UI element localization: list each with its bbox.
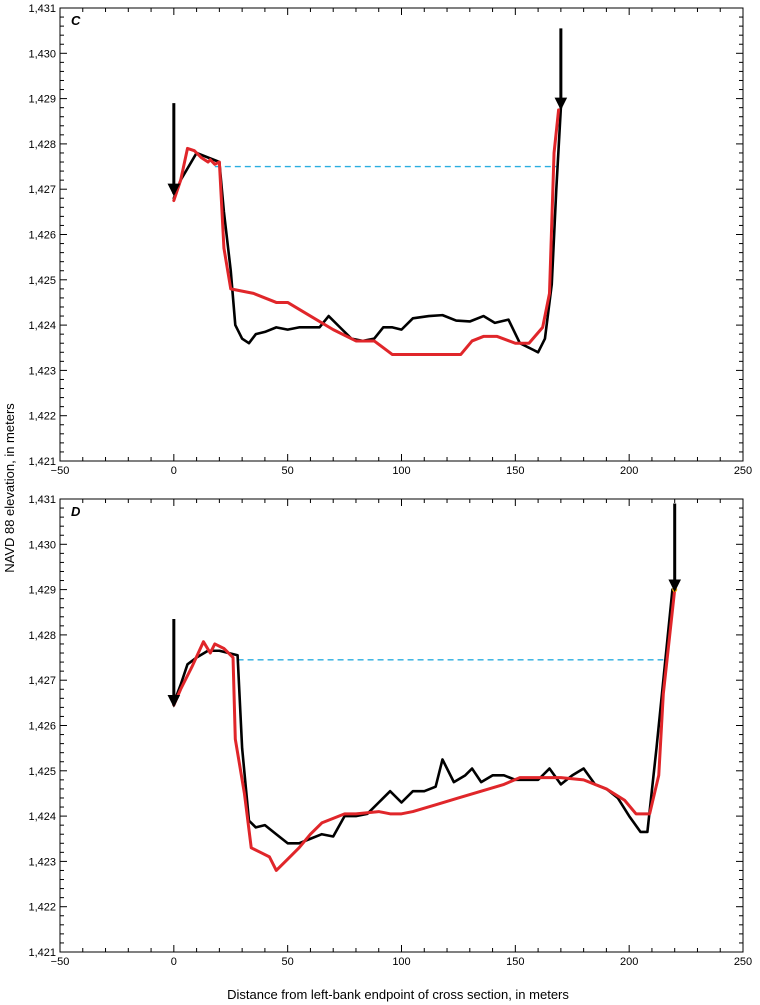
y-tick-label: 1,421 (28, 947, 56, 959)
y-tick-label: 1,423 (28, 365, 56, 377)
x-tick-label: 50 (282, 956, 294, 968)
series-line-black (172, 106, 563, 354)
panel-label: C (71, 13, 81, 28)
x-tick-label: 200 (620, 465, 638, 477)
plot-frame (59, 7, 744, 462)
x-tick-label: −50 (51, 465, 70, 477)
y-tick-label: 1,428 (28, 630, 56, 642)
x-tick-label: 50 (282, 465, 294, 477)
y-tick-label: 1,424 (28, 811, 56, 823)
y-tick-label: 1,422 (28, 411, 56, 423)
x-tick-label: 0 (171, 465, 177, 477)
y-tick-label: 1,431 (28, 494, 56, 506)
y-tick-label: 1,430 (28, 48, 56, 60)
y-tick-label: 1,426 (28, 721, 56, 733)
panel-d: −50 0 50 100 150 200 250 1,421 1,422 1,423 1,424 1,… (28, 494, 752, 968)
x-tick-label: 100 (392, 465, 410, 477)
y-tick-label: 1,429 (28, 94, 56, 106)
x-axis-title: Distance from left-bank endpoint of cros… (227, 987, 569, 1002)
x-tick-label: −50 (51, 956, 70, 968)
x-tick-label: 250 (734, 465, 752, 477)
series-line-red (172, 588, 677, 872)
x-tick-label: 0 (171, 956, 177, 968)
panel-label: D (71, 504, 81, 519)
y-tick-label: 1,425 (28, 275, 56, 287)
y-tick-label: 1,421 (28, 456, 56, 468)
y-tick-label: 1,429 (28, 585, 56, 597)
y-tick-label: 1,427 (28, 675, 56, 687)
y-tick-label: 1,430 (28, 539, 56, 551)
y-tick-label: 1,423 (28, 856, 56, 868)
series-line-black (172, 588, 674, 845)
series-line-red (172, 108, 561, 357)
y-tick-label: 1,431 (28, 3, 56, 15)
panel-c: −50 0 50 100 150 200 250 1,421 1,422 1,423 1,424 1,… (28, 3, 752, 477)
x-tick-label: 100 (392, 956, 410, 968)
x-tick-label: 150 (506, 956, 524, 968)
y-tick-label: 1,428 (28, 139, 56, 151)
plot-frame (59, 498, 744, 953)
x-tick-label: 150 (506, 465, 524, 477)
y-tick-label: 1,427 (28, 184, 56, 196)
y-tick-label: 1,422 (28, 902, 56, 914)
x-tick-label: 250 (734, 956, 752, 968)
y-tick-label: 1,426 (28, 230, 56, 242)
x-tick-label: 200 (620, 956, 638, 968)
y-tick-label: 1,425 (28, 766, 56, 778)
y-axis-title: NAVD 88 elevation, in meters (2, 403, 17, 573)
y-tick-label: 1,424 (28, 320, 56, 332)
